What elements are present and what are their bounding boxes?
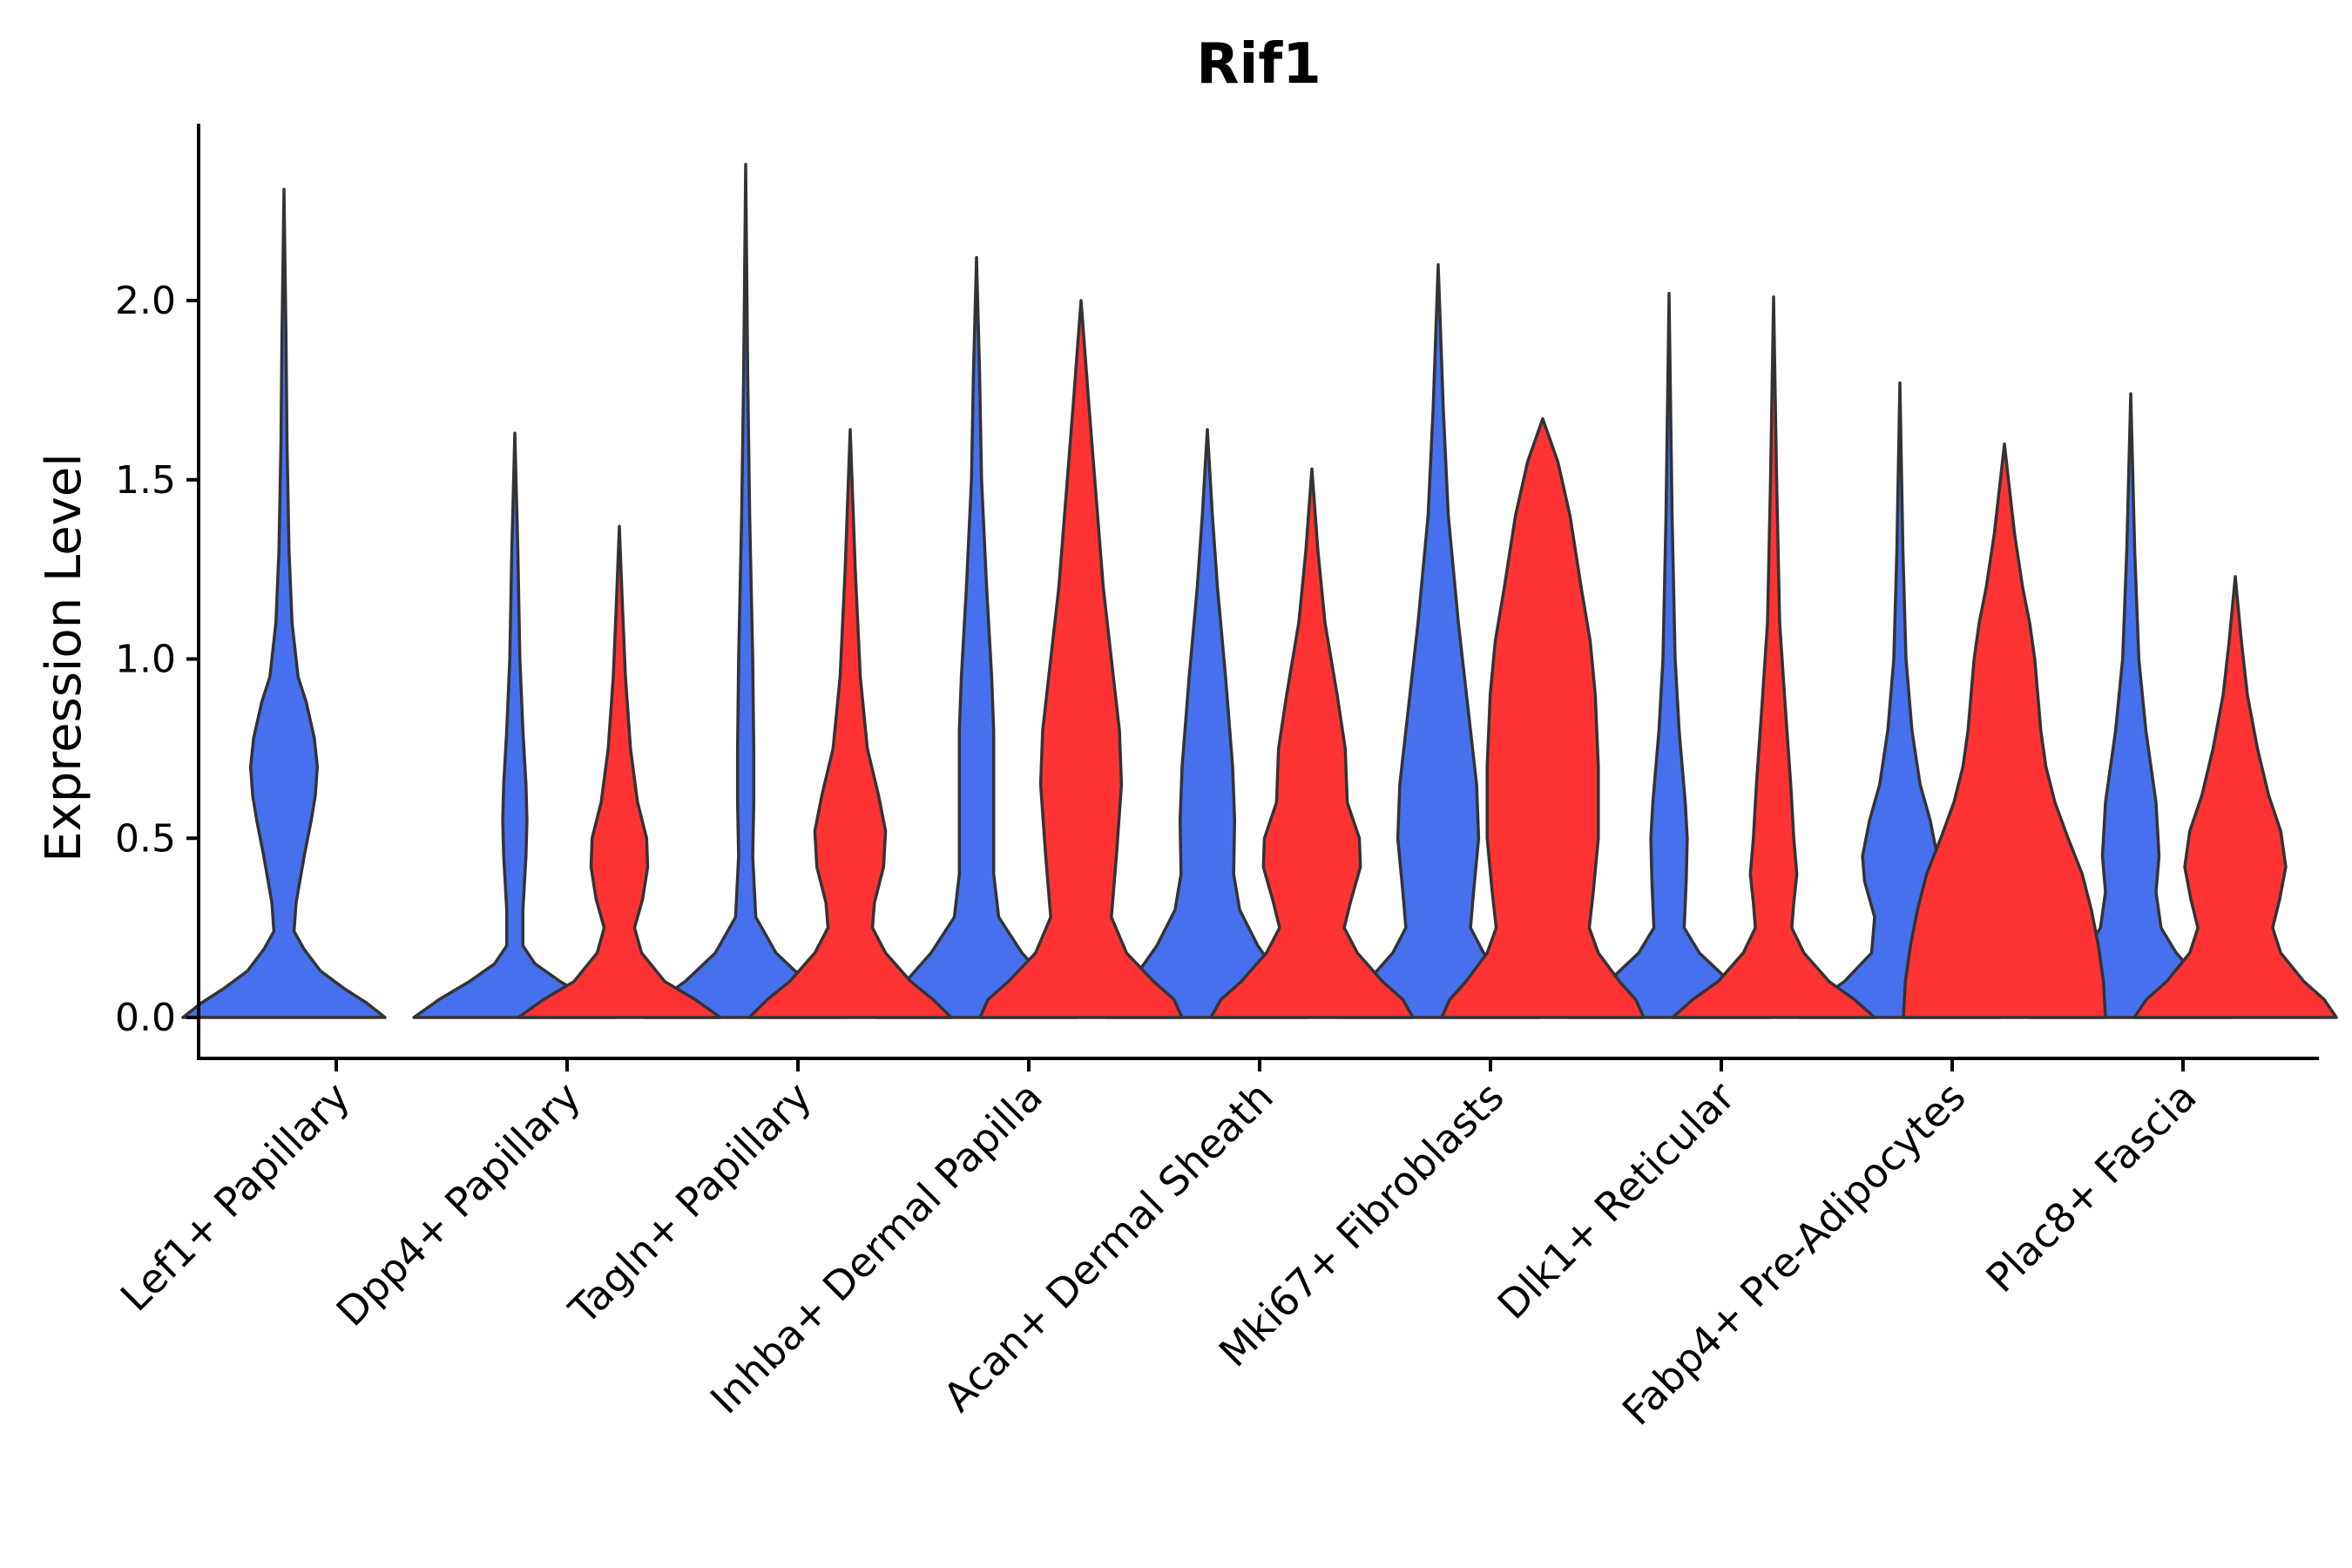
y-tick-label: 1.0: [115, 638, 176, 682]
violin-group1-6: [1566, 292, 1772, 1019]
x-category-label: Dlk1+ Reticular: [1489, 1073, 1744, 1328]
y-tick-label: 0.5: [115, 816, 176, 861]
y-ticks: 0.0 0.5 1.0 1.5 2.0: [115, 279, 199, 1040]
violin-group1-1: [412, 431, 618, 1019]
violin-group1-5: [1335, 263, 1541, 1019]
x-category-label: Lef1+ Papillary: [112, 1073, 359, 1321]
violin-group2-5: [1440, 417, 1646, 1019]
chart-title: Rif1: [1196, 32, 1321, 97]
violin-group1-3: [874, 255, 1079, 1019]
violin-group2-7: [1902, 442, 2107, 1019]
violin-group2-2: [747, 428, 953, 1019]
violin-group1-4: [1105, 428, 1310, 1019]
y-tick-label: 0.0: [115, 996, 176, 1040]
y-tick-label: 1.5: [115, 458, 176, 503]
y-axis-label: Expression Level: [36, 453, 92, 862]
y-tick-label: 2.0: [115, 279, 176, 323]
violin-group2-8: [2132, 575, 2338, 1019]
violin-group2-6: [1671, 295, 1876, 1019]
violin-group2-4: [1209, 467, 1415, 1019]
violin-group1-2: [643, 162, 848, 1019]
violin-group1-0: [181, 187, 387, 1019]
violin-group2-1: [517, 524, 722, 1019]
x-category-label: Plac8+ Fascia: [1977, 1073, 2205, 1301]
violin-group2-3: [978, 299, 1184, 1019]
violin-group: [181, 162, 2338, 1019]
x-category-label: Dpp4+ Papillary: [328, 1073, 590, 1335]
x-category-label: Tagln+ Papillary: [559, 1073, 821, 1335]
